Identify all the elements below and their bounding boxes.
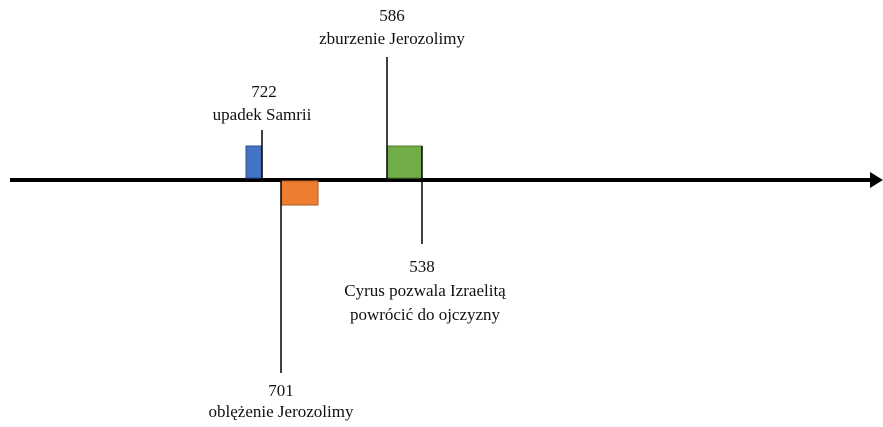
event-label: oblężenie Jerozolimy [209, 402, 354, 421]
event-label: powrócić do ojczyzny [350, 305, 501, 324]
event-label: upadek Samrii [213, 105, 312, 124]
event-marker [386, 145, 423, 179]
event-marker [245, 145, 263, 179]
event-label: zburzenie Jerozolimy [319, 29, 465, 48]
axis-arrow [870, 172, 883, 188]
event-year: 538 [409, 257, 435, 276]
event-marker [280, 180, 319, 206]
event-year: 701 [268, 381, 294, 400]
event-label: Cyrus pozwala Izraelitą [344, 281, 506, 300]
event-year: 722 [251, 82, 277, 101]
event-year: 586 [379, 6, 405, 25]
